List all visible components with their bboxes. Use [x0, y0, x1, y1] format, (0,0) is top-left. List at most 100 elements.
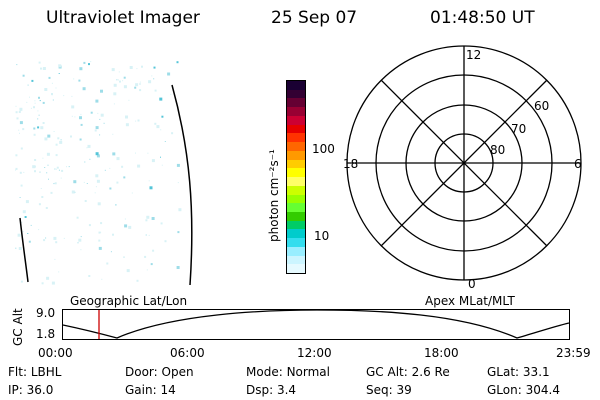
uv-speckle: [89, 158, 91, 160]
uv-speckle: [48, 76, 51, 79]
uv-speckle: [86, 183, 88, 184]
uv-speckle: [16, 64, 18, 66]
uv-speckle: [20, 184, 23, 187]
colorbar-segment: [287, 255, 305, 265]
uv-speckle: [177, 182, 179, 184]
uv-speckle: [51, 281, 55, 285]
uv-speckle: [78, 238, 82, 242]
timeline-x-tick-1800: 18:00: [424, 346, 459, 360]
uv-speckle: [159, 97, 163, 101]
uv-speckle: [139, 81, 141, 83]
uv-speckle: [98, 231, 101, 234]
uv-speckle: [149, 186, 153, 190]
timeline-y-tick-min: 1.8: [36, 327, 56, 341]
uv-speckle: [113, 103, 115, 105]
timeline-x-tick-0600: 06:00: [170, 346, 205, 360]
uv-speckle: [18, 111, 21, 113]
uv-speckle: [25, 200, 29, 204]
earth-limb-right: [171, 84, 193, 286]
uv-speckle: [45, 207, 48, 209]
uv-speckle: [176, 266, 180, 269]
uv-speckle: [60, 177, 62, 179]
uv-speckle: [151, 75, 153, 77]
uv-speckle: [178, 208, 182, 212]
timeline-x-tick-1200: 12:00: [297, 346, 332, 360]
colorbar-segment: [287, 150, 305, 160]
uv-speckle: [20, 147, 23, 150]
uv-speckle: [74, 191, 76, 193]
uv-speckle: [34, 102, 36, 104]
uv-speckle: [176, 163, 180, 167]
uv-speckle: [170, 93, 172, 95]
colorbar-segment: [287, 194, 305, 204]
uv-speckle: [39, 100, 41, 102]
uv-speckle: [27, 84, 29, 86]
uv-speckle: [71, 105, 75, 109]
uv-speckle: [90, 61, 92, 63]
uv-speckle: [123, 76, 126, 79]
uv-speckle: [87, 144, 91, 148]
uv-speckle: [106, 262, 109, 265]
uv-speckle: [145, 234, 147, 236]
colorbar-segment: [287, 238, 305, 247]
uv-speckle: [44, 88, 48, 91]
uv-speckle: [80, 113, 82, 115]
colorbar-segment: [287, 229, 305, 239]
uv-speckle: [164, 240, 167, 243]
uv-speckle: [98, 239, 101, 242]
uv-speckle: [55, 87, 57, 89]
timeline-y-label: GC Alt: [11, 308, 25, 346]
colorbar-tick-10: 10: [314, 229, 330, 243]
colorbar-segment: [287, 107, 305, 116]
mlt-label-dawn: 6: [574, 157, 582, 171]
uv-speckle: [53, 236, 57, 240]
uv-speckle: [136, 68, 138, 70]
uv-speckle: [46, 152, 50, 156]
uv-speckle: [23, 171, 25, 173]
uv-speckle: [70, 135, 72, 138]
uv-speckle: [101, 278, 103, 280]
uv-speckle: [95, 152, 99, 156]
uv-emission-speckles: [15, 61, 182, 285]
uv-speckle: [161, 115, 164, 118]
uv-speckle: [122, 80, 124, 82]
uv-speckle: [83, 181, 85, 183]
uv-speckle: [88, 63, 90, 66]
mlt-label-noon: 12: [466, 48, 481, 62]
uv-speckle: [15, 154, 18, 157]
colorbar-segment: [287, 159, 305, 169]
uv-speckle: [115, 204, 117, 206]
uv-speckle: [123, 176, 126, 179]
uv-speckle: [141, 65, 143, 68]
uv-speckle: [38, 203, 41, 206]
uv-speckle: [112, 152, 116, 156]
uv-speckle: [52, 99, 54, 101]
uv-speckle: [18, 247, 22, 250]
status-glon: GLon: 304.4: [487, 383, 560, 397]
observation-date: 25 Sep 07: [271, 8, 358, 28]
uv-speckle: [19, 132, 20, 134]
observation-time: 01:48:50 UT: [430, 8, 535, 28]
uv-speckle: [24, 216, 27, 218]
mlt-label-dusk: 18: [343, 157, 358, 171]
uv-speckle: [118, 71, 120, 73]
uv-speckle: [95, 186, 97, 188]
uv-speckle: [156, 125, 160, 129]
uv-speckle: [135, 120, 137, 122]
uv-speckle: [99, 118, 101, 120]
uv-speckle: [68, 166, 70, 168]
uv-speckle: [139, 89, 142, 92]
uv-speckle: [88, 224, 91, 227]
uv-speckle: [109, 167, 111, 169]
uv-speckle: [20, 110, 22, 112]
uv-speckle: [119, 80, 121, 83]
uv-speckle: [38, 229, 40, 231]
uv-speckle: [78, 79, 81, 82]
polar-plot: 12 18 6 0 60 70 80: [343, 45, 582, 290]
uv-speckle: [27, 233, 29, 234]
timeline-geographic-title: Geographic Lat/Lon: [70, 294, 188, 308]
uv-speckle: [116, 157, 120, 161]
uv-speckle: [79, 67, 83, 71]
uv-speckle: [150, 263, 153, 266]
uv-speckle: [39, 171, 41, 173]
